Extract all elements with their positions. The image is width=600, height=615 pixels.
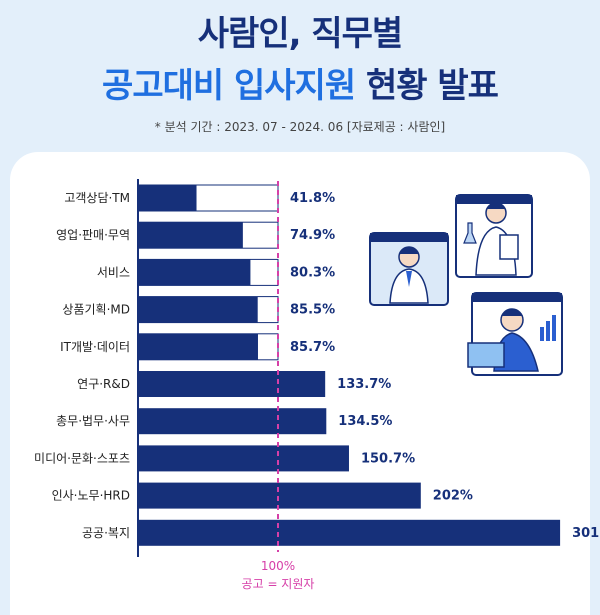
value-label: 80.3% [290,265,335,280]
value-label: 41.8% [290,191,335,206]
call-center-agent-icon [369,232,449,306]
value-label: 85.5% [290,303,335,318]
value-label: 301.5% [572,526,600,541]
category-label: 미디어·문화·스포츠 [34,451,130,465]
title-line-1: 사람인, 직무별 [197,14,403,54]
reference-value-label: 100% [261,559,295,573]
bar [138,371,326,397]
value-label: 85.7% [290,340,335,355]
category-label: 연구·R&D [77,377,130,391]
category-label: 상품기획·MD [62,303,130,317]
bar [138,519,561,546]
analyst-laptop-icon [467,292,563,376]
title-line-2: 공고대비 입사지원 현황 발표 [0,58,600,107]
value-label: 74.9% [290,228,335,243]
bar [138,259,251,286]
category-label: 공공·복지 [82,526,130,540]
category-label: 고객상담·TM [64,191,130,205]
bar [138,222,243,249]
category-label: 총무·법무·사무 [56,414,130,428]
category-label: 영업·판매·무역 [56,228,130,242]
bar [138,296,258,323]
bar [138,333,258,360]
category-label: 인사·노무·HRD [52,489,130,503]
source-note: * 분석 기간 : 2023. 07 - 2024. 06 [자료제공 : 사람… [154,120,446,134]
value-label: 134.5% [338,414,392,429]
value-label: 202% [433,489,473,504]
bar [138,185,197,211]
value-label: 133.7% [337,377,391,392]
bar [138,445,349,472]
scientist-icon [455,194,533,278]
value-label: 150.7% [361,451,415,466]
bar [138,482,421,509]
header: 사람인, 직무별 공고대비 입사지원 현황 발표 * 분석 기간 : 2023.… [0,0,600,150]
title-rest: 현황 발표 [365,66,499,106]
workers-illustration [369,194,563,376]
category-label: IT개발·데이터 [60,340,130,354]
category-label: 서비스 [97,265,130,279]
bar [138,408,327,435]
reference-text-label: 공고 = 지원자 [242,577,315,591]
title-highlight: 공고대비 입사지원 [102,66,356,106]
